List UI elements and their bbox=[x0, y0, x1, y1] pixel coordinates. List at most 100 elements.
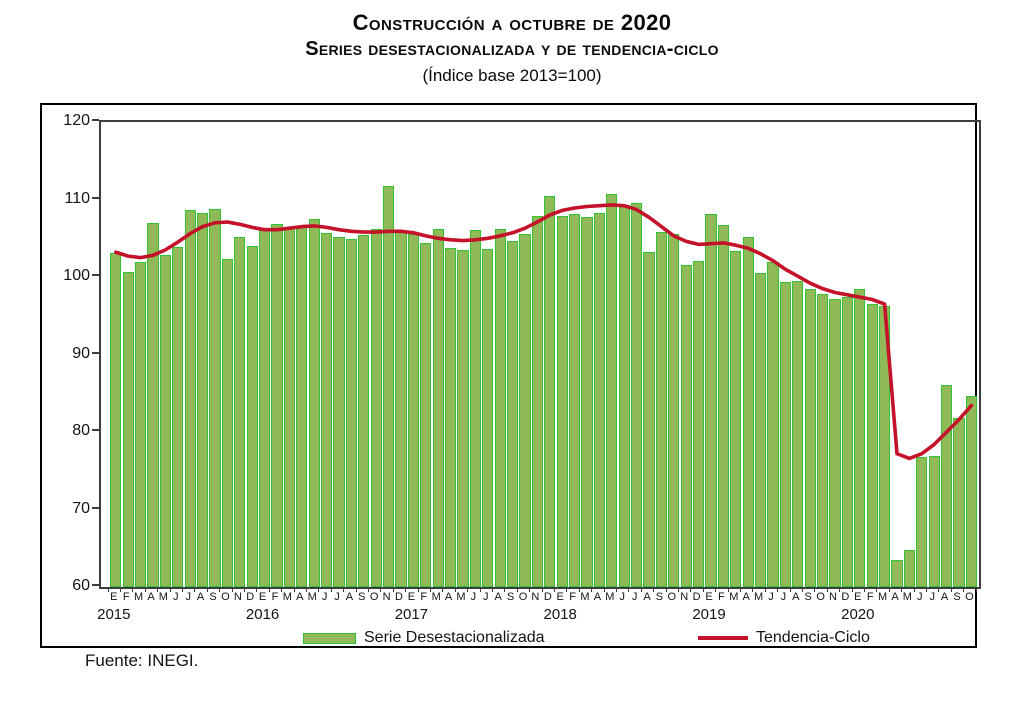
x-axis-year-label: 2017 bbox=[394, 606, 429, 623]
bar-serie-desestacionalizada bbox=[147, 222, 159, 587]
x-axis-tick bbox=[268, 587, 270, 592]
bar-serie-desestacionalizada bbox=[581, 216, 593, 587]
x-axis-tick bbox=[454, 587, 456, 592]
x-axis-month-label: F bbox=[569, 591, 576, 603]
x-axis-month-label: E bbox=[556, 591, 564, 603]
y-axis-label: 70 bbox=[72, 499, 90, 517]
x-axis-month-label: A bbox=[345, 591, 354, 603]
x-axis-tick bbox=[740, 587, 741, 592]
bar-serie-desestacionalizada bbox=[854, 288, 866, 587]
y-axis-label: 80 bbox=[72, 422, 90, 439]
x-axis-month-label: S bbox=[358, 591, 366, 603]
x-axis-month-label: A bbox=[742, 591, 750, 603]
bar-serie-desestacionalizada bbox=[234, 236, 246, 587]
x-axis-month-label: M bbox=[307, 591, 317, 603]
x-axis-tick bbox=[368, 587, 369, 592]
x-axis-month-label: O bbox=[667, 591, 677, 603]
x-axis-tick bbox=[144, 587, 146, 592]
x-axis-month-label: A bbox=[444, 591, 453, 603]
x-axis-tick bbox=[678, 587, 679, 592]
x-axis-month-label: O bbox=[369, 591, 379, 603]
legend-item-serie: Serie Desestacionalizada bbox=[303, 629, 545, 647]
y-axis-label: 110 bbox=[64, 189, 90, 207]
x-axis-month-label: J bbox=[631, 591, 638, 603]
x-axis-month-label: N bbox=[829, 591, 837, 603]
x-axis-month-label: M bbox=[729, 591, 739, 603]
x-axis-month-label: O bbox=[965, 591, 974, 603]
bar-serie-desestacionalizada bbox=[172, 246, 184, 587]
x-axis-month-label: F bbox=[420, 591, 428, 603]
x-axis-month-label: J bbox=[768, 591, 774, 603]
x-axis-month-label: A bbox=[891, 591, 899, 603]
bar-serie-desestacionalizada bbox=[928, 456, 940, 587]
bar-serie-desestacionalizada bbox=[655, 232, 667, 587]
x-axis-tick bbox=[467, 587, 469, 592]
x-axis-tick bbox=[628, 587, 630, 592]
x-axis-tick bbox=[690, 587, 692, 592]
x-axis-tick bbox=[715, 587, 717, 592]
x-axis-tick bbox=[926, 587, 927, 592]
y-axis-label: 90 bbox=[72, 344, 90, 362]
x-axis-tick bbox=[578, 587, 580, 592]
bar-serie-desestacionalizada bbox=[531, 215, 543, 587]
chart-base-note: (Índice base 2013=100) bbox=[422, 66, 602, 85]
x-axis-tick bbox=[194, 587, 196, 592]
x-axis-month-label: S bbox=[804, 591, 812, 603]
x-axis-tick bbox=[665, 587, 667, 592]
x-axis-tick bbox=[802, 587, 803, 592]
x-axis-month-label: D bbox=[246, 591, 255, 603]
y-axis-label: 120 bbox=[63, 112, 90, 129]
x-axis-tick bbox=[182, 587, 183, 592]
x-axis-tick bbox=[826, 587, 828, 592]
x-axis-month-label: M bbox=[580, 591, 590, 603]
x-axis-month-label: M bbox=[902, 591, 912, 603]
x-axis-tick bbox=[529, 587, 531, 592]
bar-serie-desestacionalizada bbox=[246, 246, 258, 587]
legend-line-label: Tendencia-Ciclo bbox=[756, 629, 870, 646]
x-axis-month-label: A bbox=[147, 591, 155, 603]
bar-serie-desestacionalizada bbox=[333, 236, 345, 587]
x-axis-month-label: A bbox=[196, 591, 205, 603]
bar-serie-desestacionalizada bbox=[221, 259, 233, 587]
x-axis-month-label: O bbox=[816, 591, 825, 603]
bar-serie-desestacionalizada bbox=[804, 288, 816, 587]
x-axis-tick bbox=[405, 587, 407, 592]
x-axis-tick bbox=[318, 587, 320, 592]
x-axis-tick bbox=[789, 587, 791, 592]
x-axis-tick bbox=[591, 587, 593, 592]
bar-serie-desestacionalizada bbox=[544, 195, 556, 587]
x-axis-month-label: S bbox=[209, 591, 217, 603]
bar-serie-desestacionalizada bbox=[445, 247, 457, 587]
bar-serie-desestacionalizada bbox=[903, 549, 915, 587]
x-axis-month-label: J bbox=[173, 591, 179, 603]
x-axis-tick bbox=[814, 587, 816, 592]
x-axis-month-label: M bbox=[878, 591, 888, 603]
bar-serie-desestacionalizada bbox=[841, 297, 853, 587]
x-axis-tick bbox=[541, 587, 543, 592]
x-axis-tick bbox=[293, 587, 295, 592]
x-axis-month-label: J bbox=[917, 591, 923, 603]
x-axis-month-label: J bbox=[780, 591, 787, 603]
x-axis-tick bbox=[107, 587, 109, 592]
bar-serie-desestacionalizada bbox=[209, 208, 221, 587]
bar-serie-desestacionalizada bbox=[197, 213, 209, 587]
x-axis-month-label: N bbox=[382, 591, 391, 603]
x-axis-tick bbox=[864, 587, 865, 592]
bar-serie-desestacionalizada bbox=[420, 242, 432, 587]
x-axis-tick bbox=[256, 587, 258, 592]
x-axis-tick bbox=[566, 587, 568, 592]
x-axis-tick bbox=[727, 587, 729, 592]
x-axis-tick bbox=[392, 587, 394, 592]
x-axis-tick bbox=[938, 587, 940, 592]
bar-serie-desestacionalizada bbox=[755, 273, 767, 587]
x-axis-month-label: M bbox=[431, 591, 441, 603]
x-axis-month-label: M bbox=[158, 591, 168, 603]
bar-serie-desestacionalizada bbox=[271, 223, 283, 587]
x-axis-tick bbox=[640, 587, 642, 592]
x-axis-tick bbox=[653, 587, 655, 592]
x-axis-month-label: J bbox=[470, 591, 477, 603]
bar-serie-desestacionalizada bbox=[792, 280, 804, 587]
bar-serie-desestacionalizada bbox=[717, 225, 729, 587]
x-axis-month-label: M bbox=[456, 591, 466, 603]
bar-serie-desestacionalizada bbox=[606, 194, 618, 587]
